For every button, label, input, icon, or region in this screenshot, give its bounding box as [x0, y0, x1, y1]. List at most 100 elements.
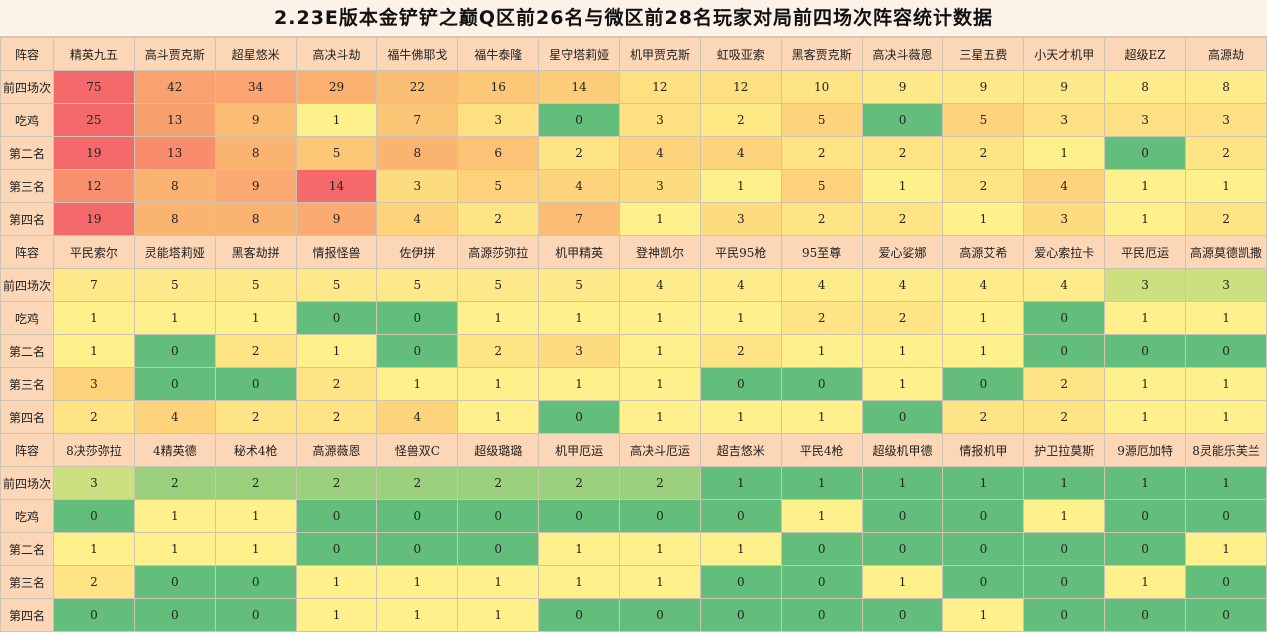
value-cell: 0: [214, 367, 297, 401]
row-label-cell: 第二名: [0, 334, 54, 368]
row-label-cell: 第三名: [0, 169, 54, 203]
row-label-cell: 第四名: [0, 400, 54, 434]
comp-name-cell: 爱心娑娜: [861, 235, 944, 269]
table-row: 第三名 2 0 0 1 1 1 1 1 0 0 1 0 0 1 0: [0, 565, 1267, 599]
table-row: 前四场次 3 2 2 2 2 2 2 2 1 1 1 1 1 1 1: [0, 466, 1267, 500]
value-cell: 1: [699, 532, 782, 566]
value-cell: 2: [376, 466, 459, 500]
row-label-cell: 第二名: [0, 136, 54, 170]
comp-name-cell: 高决斗厄运: [619, 433, 701, 467]
value-cell: 1: [619, 202, 701, 236]
value-cell: 42: [133, 70, 216, 104]
value-cell: 1: [376, 565, 459, 599]
comp-name-cell: 情报怪兽: [295, 235, 378, 269]
value-cell: 1: [538, 301, 621, 335]
value-cell: 1: [1104, 202, 1187, 236]
comp-name-cell: 9源厄加特: [1104, 433, 1187, 467]
value-cell: 0: [861, 400, 944, 434]
value-cell: 8: [1185, 70, 1267, 104]
value-cell: 4: [376, 400, 459, 434]
value-cell: 0: [53, 499, 135, 533]
value-cell: 1: [619, 367, 701, 401]
value-cell: 7: [538, 202, 621, 236]
value-cell: 3: [699, 202, 782, 236]
value-cell: 1: [457, 400, 540, 434]
value-cell: 8: [133, 202, 216, 236]
row-label-cell: 第二名: [0, 532, 54, 566]
value-cell: 1: [699, 466, 782, 500]
value-cell: 2: [699, 103, 782, 137]
value-cell: 13: [133, 103, 216, 137]
value-cell: 0: [295, 301, 378, 335]
value-cell: 0: [538, 103, 621, 137]
value-cell: 25: [53, 103, 135, 137]
value-cell: 0: [376, 301, 459, 335]
value-cell: 5: [457, 268, 540, 302]
value-cell: 2: [295, 367, 378, 401]
value-cell: 13: [133, 136, 216, 170]
comp-name-cell: 灵能塔莉娅: [133, 235, 216, 269]
value-cell: 1: [1023, 136, 1106, 170]
comp-name-cell: 平民95枪: [699, 235, 782, 269]
value-cell: 1: [1104, 466, 1187, 500]
value-cell: 75: [53, 70, 135, 104]
value-cell: 1: [861, 334, 944, 368]
value-cell: 0: [1185, 598, 1267, 632]
value-cell: 19: [53, 136, 135, 170]
value-cell: 1: [1104, 367, 1187, 401]
table-row: 吃鸡 25 13 9 1 7 3 0 3 2 5 0 5 3 3 3: [0, 103, 1267, 137]
value-cell: 1: [214, 532, 297, 566]
value-cell: 9: [295, 202, 378, 236]
value-cell: 0: [699, 598, 782, 632]
value-cell: 1: [1104, 565, 1187, 599]
value-cell: 1: [1185, 532, 1267, 566]
comp-stats-table: 阵容 精英九五 高斗贾克斯 超星悠米 高决斗劫 福牛佛耶戈 福牛泰隆 星守塔莉娅 机甲贾克斯 虹吸…: [0, 37, 1267, 632]
value-cell: 3: [619, 169, 701, 203]
value-cell: 4: [1023, 268, 1106, 302]
value-cell: 9: [942, 70, 1025, 104]
value-cell: 5: [942, 103, 1025, 137]
value-cell: 0: [780, 598, 863, 632]
value-cell: 2: [214, 400, 297, 434]
value-cell: 1: [619, 301, 701, 335]
value-cell: 0: [457, 532, 540, 566]
value-cell: 0: [376, 499, 459, 533]
value-cell: 9: [214, 169, 297, 203]
value-cell: 1: [1104, 400, 1187, 434]
comp-name-cell: 黑客劫拼: [214, 235, 297, 269]
value-cell: 0: [1023, 598, 1106, 632]
value-cell: 1: [942, 301, 1025, 335]
value-cell: 4: [942, 268, 1025, 302]
value-cell: 5: [214, 268, 297, 302]
value-cell: 2: [538, 466, 621, 500]
value-cell: 0: [619, 499, 701, 533]
comp-name-cell: 平民索尔: [53, 235, 135, 269]
value-cell: 2: [699, 334, 782, 368]
value-cell: 2: [619, 466, 701, 500]
value-cell: 3: [538, 334, 621, 368]
value-cell: 2: [214, 466, 297, 500]
value-cell: 9: [214, 103, 297, 137]
value-cell: 8: [133, 169, 216, 203]
value-cell: 1: [538, 367, 621, 401]
value-cell: 1: [133, 499, 216, 533]
table-row: 吃鸡 1 1 1 0 0 1 1 1 1 2 2 1 0 1 1: [0, 301, 1267, 335]
value-cell: 1: [53, 301, 135, 335]
value-cell: 1: [53, 334, 135, 368]
value-cell: 3: [53, 466, 135, 500]
table-row: 第四名 19 8 8 9 4 2 7 1 3 2 2 1 3 1 2: [0, 202, 1267, 236]
value-cell: 0: [1104, 598, 1187, 632]
value-cell: 1: [214, 499, 297, 533]
comp-name-cell: 高源莎弥拉: [457, 235, 540, 269]
value-cell: 1: [699, 169, 782, 203]
value-cell: 0: [1023, 334, 1106, 368]
table-row: 前四场次 7 5 5 5 5 5 5 4 4 4 4 4 4 3 3: [0, 268, 1267, 302]
value-cell: 1: [780, 400, 863, 434]
comp-name-cell: 秘术4枪: [214, 433, 297, 467]
value-cell: 12: [53, 169, 135, 203]
value-cell: 1: [1104, 169, 1187, 203]
value-cell: 5: [780, 169, 863, 203]
value-cell: 0: [861, 598, 944, 632]
value-cell: 1: [861, 466, 944, 500]
value-cell: 1: [942, 598, 1025, 632]
